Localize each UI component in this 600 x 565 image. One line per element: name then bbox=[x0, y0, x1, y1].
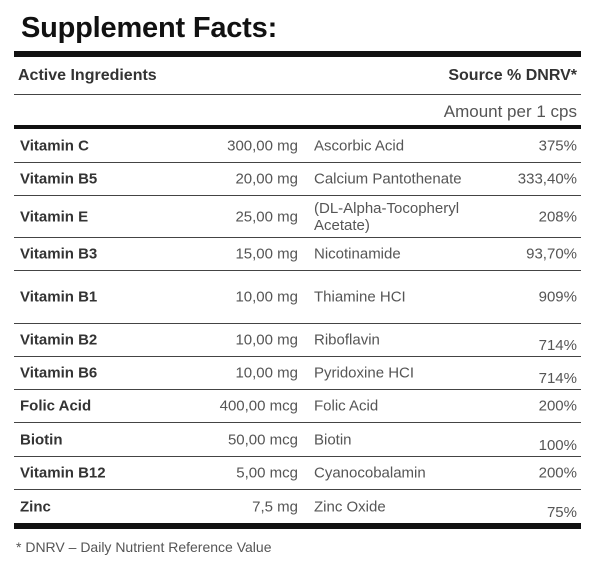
bottom-divider bbox=[14, 523, 581, 529]
ingredient-amount: 10,00 mg bbox=[235, 364, 298, 382]
ingredient-amount: 50,00 mcg bbox=[227, 431, 298, 448]
row-divider bbox=[14, 389, 581, 390]
table-row: Vitamin B2 10,00 mg Riboflavin 714% bbox=[14, 324, 581, 356]
ingredient-source: Zinc Oxide bbox=[314, 498, 386, 515]
table-row: Vitamin B12 5,00 mcg Cyanocobalamin 200% bbox=[14, 457, 581, 489]
ingredient-dnrv: 714% bbox=[538, 370, 577, 387]
ingredient-amount: 10,00 mg bbox=[235, 331, 298, 349]
table-row: Vitamin B6 10,00 mg Pyridoxine HCI 714% bbox=[14, 357, 581, 389]
ingredient-name: Vitamin B1 bbox=[20, 288, 98, 306]
table-row: Vitamin E 25,00 mg (DL-Alpha-Tocopheryl Ac… bbox=[14, 196, 581, 237]
ingredient-amount: 400,00 mcg bbox=[219, 397, 298, 415]
ingredient-dnrv: 200% bbox=[538, 464, 577, 482]
table-row: Folic Acid 400,00 mcg Folic Acid 200% bbox=[14, 390, 581, 422]
row-divider bbox=[14, 356, 581, 357]
row-divider bbox=[14, 270, 581, 271]
row-divider bbox=[14, 422, 581, 423]
table-row: Vitamin B5 20,00 mg Calcium Pantothenate 33… bbox=[14, 163, 581, 195]
row-divider bbox=[14, 456, 581, 457]
row-divider bbox=[14, 162, 581, 163]
ingredient-name: Vitamin B3 bbox=[20, 245, 98, 263]
header-thick-divider bbox=[14, 125, 581, 129]
ingredient-amount: 15,00 mg bbox=[235, 245, 298, 263]
page-title: Supplement Facts: bbox=[21, 12, 278, 44]
ingredient-name: Vitamin B12 bbox=[20, 464, 106, 482]
ingredient-source: Riboflavin bbox=[314, 331, 380, 349]
ingredient-source: Nicotinamide bbox=[314, 245, 401, 263]
ingredient-amount: 25,00 mg bbox=[235, 208, 298, 225]
ingredient-dnrv: 333,40% bbox=[517, 170, 577, 188]
ingredient-amount: 300,00 mg bbox=[227, 137, 298, 155]
table-row: Vitamin B3 15,00 mg Nicotinamide 93,70% bbox=[14, 238, 581, 270]
ingredient-source: Thiamine HCI bbox=[314, 288, 406, 306]
table-row: Vitamin B1 10,00 mg Thiamine HCI 909% bbox=[14, 271, 581, 323]
row-divider bbox=[14, 323, 581, 324]
ingredient-dnrv: 200% bbox=[538, 397, 577, 415]
header-divider bbox=[14, 94, 581, 95]
row-divider bbox=[14, 237, 581, 238]
ingredient-source: Ascorbic Acid bbox=[314, 137, 405, 155]
ingredient-name: Vitamin B5 bbox=[20, 170, 98, 188]
ingredient-dnrv: 909% bbox=[538, 288, 577, 306]
ingredient-amount: 20,00 mg bbox=[235, 170, 298, 188]
ingredient-dnrv: 208% bbox=[538, 208, 577, 225]
ingredient-amount: 5,00 mcg bbox=[236, 464, 298, 482]
ingredient-name: Vitamin B6 bbox=[20, 364, 98, 382]
ingredient-dnrv: 75% bbox=[546, 504, 577, 521]
ingredient-dnrv: 93,70% bbox=[526, 245, 577, 263]
ingredient-source: (DL-Alpha-Tocopheryl Acetate) bbox=[314, 199, 460, 234]
active-ingredients-header: Active Ingredients bbox=[18, 67, 157, 84]
table-row: Vitamin C 300,00 mg Ascorbic Acid 375% bbox=[14, 130, 581, 162]
ingredient-source: Cyanocobalamin bbox=[314, 464, 426, 482]
ingredient-source: Folic Acid bbox=[314, 397, 379, 415]
ingredient-name: Biotin bbox=[20, 431, 63, 448]
table-row: Zinc 7,5 mg Zinc Oxide 75% bbox=[14, 490, 581, 523]
ingredient-name: Vitamin E bbox=[20, 208, 89, 225]
ingredient-name: Folic Acid bbox=[20, 397, 92, 415]
source-dnrv-header: Source % DNRV* bbox=[448, 67, 577, 84]
ingredient-name: Vitamin B2 bbox=[20, 331, 98, 349]
ingredient-source: Biotin bbox=[314, 431, 352, 448]
footnote: * DNRV – Daily Nutrient Reference Value bbox=[16, 539, 272, 555]
row-divider bbox=[14, 195, 581, 196]
table-row: Biotin 50,00 mcg Biotin 100% bbox=[14, 423, 581, 456]
top-divider bbox=[14, 51, 581, 57]
ingredient-dnrv: 375% bbox=[538, 137, 577, 155]
ingredient-dnrv: 714% bbox=[538, 337, 577, 354]
ingredient-amount: 7,5 mg bbox=[252, 498, 298, 515]
ingredient-name: Zinc bbox=[20, 498, 51, 515]
row-divider bbox=[14, 489, 581, 490]
ingredient-dnrv: 100% bbox=[538, 437, 577, 454]
amount-per-serving: Amount per 1 cps bbox=[443, 102, 577, 121]
ingredient-source: Calcium Pantothenate bbox=[314, 170, 462, 188]
ingredient-amount: 10,00 mg bbox=[235, 288, 298, 306]
ingredient-source: Pyridoxine HCI bbox=[314, 364, 415, 382]
ingredient-name: Vitamin C bbox=[20, 137, 89, 155]
